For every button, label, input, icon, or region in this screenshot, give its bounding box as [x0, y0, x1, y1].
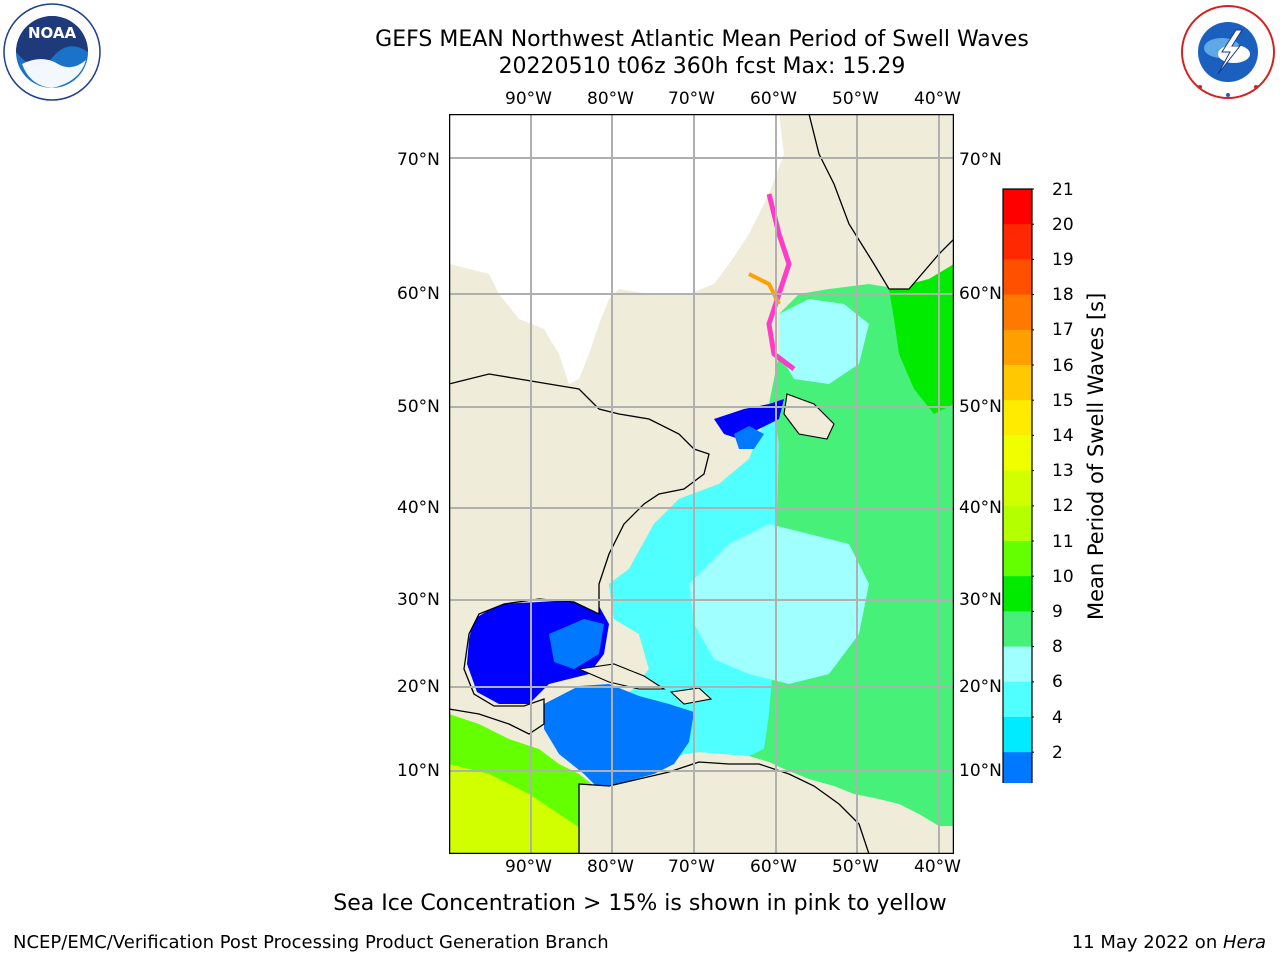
noaa-logo-text: NOAA: [28, 24, 77, 42]
colorbar-tick-10: 10: [1052, 567, 1074, 587]
colorbar-segment: [1003, 576, 1032, 612]
colorbar-tick-15: 15: [1052, 391, 1074, 411]
lat-label-left-40n: 40°N: [397, 498, 440, 518]
lat-label-left-30n: 30°N: [397, 590, 440, 610]
colorbar-tick-11: 11: [1052, 532, 1074, 552]
colorbar-tick-6: 6: [1052, 672, 1063, 692]
footer-date-text: 11 May 2022 on: [1071, 932, 1223, 953]
lon-label-bottom-90w: 90°W: [505, 857, 552, 877]
map-frame: [449, 114, 954, 854]
footer-credit: NCEP/EMC/Verification Post Processing Pr…: [13, 932, 609, 953]
colorbar-border: [1002, 188, 1033, 783]
colorbar-tick-8: 8: [1052, 637, 1063, 657]
footer-date: 11 May 2022 on Hera: [1072, 932, 1266, 953]
map-border: [449, 114, 954, 854]
lat-label-left-20n: 20°N: [397, 677, 440, 697]
swell-10-11s: [889, 264, 954, 414]
lat-label-right-70n: 70°N: [959, 150, 1002, 170]
caribbean-sea: [544, 684, 694, 789]
sea-ice-area: [449, 114, 784, 384]
colorbar: [1002, 188, 1034, 783]
chart-title: GEFS MEAN Northwest Atlantic Mean Period…: [375, 27, 1029, 52]
colorbar-segment: [1003, 681, 1032, 718]
colorbar-tick-2: 2: [1052, 743, 1063, 763]
lon-label-top-90w: 90°W: [505, 89, 552, 109]
lon-label-bottom-50w: 50°W: [832, 857, 879, 877]
nws-logo: [1178, 2, 1278, 102]
colorbar-segment: [1003, 329, 1032, 366]
colorbar-segment: [1003, 435, 1032, 472]
lat-label-right-50n: 50°N: [959, 397, 1002, 417]
colorbar-segment: [1003, 470, 1032, 507]
colorbar-title: Mean Period of Swell Waves [s]: [1084, 292, 1108, 620]
lat-label-right-20n: 20°N: [959, 677, 1002, 697]
hispaniola-land: [669, 687, 713, 705]
colorbar-segment: [1003, 505, 1032, 542]
lat-label-left-10n: 10°N: [397, 761, 440, 781]
colorbar-segment: [1003, 717, 1032, 753]
lat-label-right-60n: 60°N: [959, 284, 1002, 304]
colorbar-tick-19: 19: [1052, 250, 1074, 270]
open-ocean-swell-8-9s: [689, 524, 869, 684]
colorbar-segment: [1003, 541, 1032, 577]
lon-label-top-70w: 70°W: [668, 89, 715, 109]
lon-label-bottom-80w: 80°W: [587, 857, 634, 877]
colorbar-segment: [1003, 611, 1032, 648]
colorbar-tick-4: 4: [1052, 708, 1063, 728]
sea-ice-caption: Sea Ice Concentration > 15% is shown in …: [333, 891, 947, 916]
lat-label-left-60n: 60°N: [397, 284, 440, 304]
colorbar-tick-18: 18: [1052, 285, 1074, 305]
lon-label-bottom-40w: 40°W: [914, 857, 961, 877]
lat-label-right-30n: 30°N: [959, 590, 1002, 610]
graticule: [449, 114, 954, 854]
south-america-land: [578, 761, 870, 854]
colorbar-tick-14: 14: [1052, 426, 1074, 446]
colorbar-tick-16: 16: [1052, 356, 1074, 376]
gulf-of-st-lawrence: [714, 399, 784, 439]
lon-label-bottom-60w: 60°W: [750, 857, 797, 877]
colorbar-segment: [1003, 400, 1032, 436]
lon-label-top-80w: 80°W: [587, 89, 634, 109]
chart-subtitle: 20220510 t06z 360h fcst Max: 15.29: [498, 54, 906, 79]
colorbar-segment: [1003, 189, 1032, 225]
colorbar-tick-9: 9: [1052, 602, 1063, 622]
colorbar-tick-13: 13: [1052, 461, 1074, 481]
colorbar-segment: [1003, 365, 1032, 401]
colorbar-segment: [1003, 294, 1032, 331]
lat-label-right-40n: 40°N: [959, 498, 1002, 518]
cuba-land: [576, 663, 666, 690]
noaa-logo: NOAA: [2, 2, 102, 102]
lon-label-top-40w: 40°W: [914, 89, 961, 109]
lon-label-top-50w: 50°W: [832, 89, 879, 109]
newfoundland-land: [783, 393, 835, 440]
lon-label-top-60w: 60°W: [750, 89, 797, 109]
colorbar-segment: [1003, 752, 1032, 783]
lat-label-right-10n: 10°N: [959, 761, 1002, 781]
footer-host: Hera: [1222, 932, 1266, 953]
lat-label-left-70n: 70°N: [397, 150, 440, 170]
colorbar-tick-17: 17: [1052, 320, 1074, 340]
colorbar-tick-12: 12: [1052, 496, 1074, 516]
colorbar-tick-20: 20: [1052, 215, 1074, 235]
colorbar-tick-21: 21: [1052, 180, 1074, 200]
colorbar-segment: [1003, 224, 1032, 260]
colorbar-segment: [1003, 646, 1032, 683]
lat-label-left-50n: 50°N: [397, 397, 440, 417]
lon-label-bottom-70w: 70°W: [668, 857, 715, 877]
colorbar-segment: [1003, 259, 1032, 296]
